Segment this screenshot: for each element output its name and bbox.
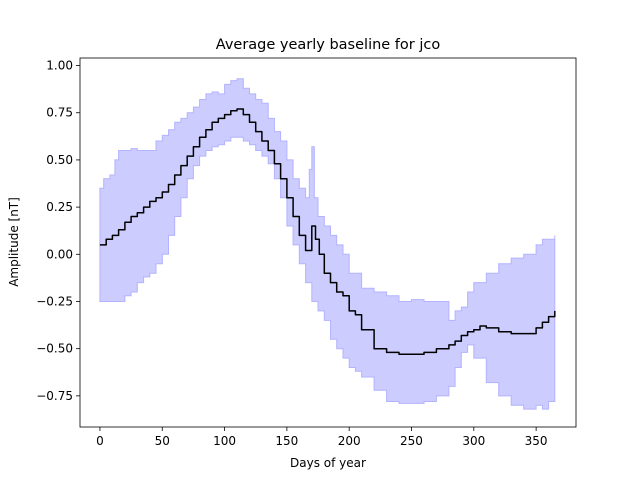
x-tick-label: 250: [400, 434, 423, 448]
confidence-band: [99, 78, 556, 410]
x-axis-ticks: 0 50 100 150 200 250 300 350: [96, 427, 548, 448]
y-tick-label: 0.75: [46, 106, 73, 120]
x-tick-label: 100: [213, 434, 236, 448]
y-tick-label: 0.00: [46, 247, 73, 261]
x-tick-label: 300: [462, 434, 485, 448]
chart-title: Average yearly baseline for jco: [216, 37, 441, 53]
x-tick-label: 0: [96, 434, 104, 448]
y-tick-label: 0.50: [46, 153, 73, 167]
y-tick-label: −0.25: [36, 294, 73, 308]
x-tick-label: 50: [155, 434, 170, 448]
y-tick-label: −0.50: [36, 342, 73, 356]
plot-area: [99, 78, 556, 410]
axes-frame: [79, 57, 577, 428]
y-tick-label: 1.00: [46, 59, 73, 73]
y-tick-label: −0.75: [36, 389, 73, 403]
x-tick-label: 150: [275, 434, 298, 448]
x-tick-label: 200: [338, 434, 361, 448]
mean-line: [99, 108, 556, 356]
y-tick-label: 0.25: [46, 200, 73, 214]
y-axis-ticks: −0.75 −0.50 −0.25 0.00 0.25 0.50 0.75 1.00: [36, 59, 80, 403]
x-axis-label: Days of year: [290, 456, 366, 470]
x-tick-label: 350: [525, 434, 548, 448]
y-axis-label: Amplitude [nT]: [7, 197, 21, 287]
